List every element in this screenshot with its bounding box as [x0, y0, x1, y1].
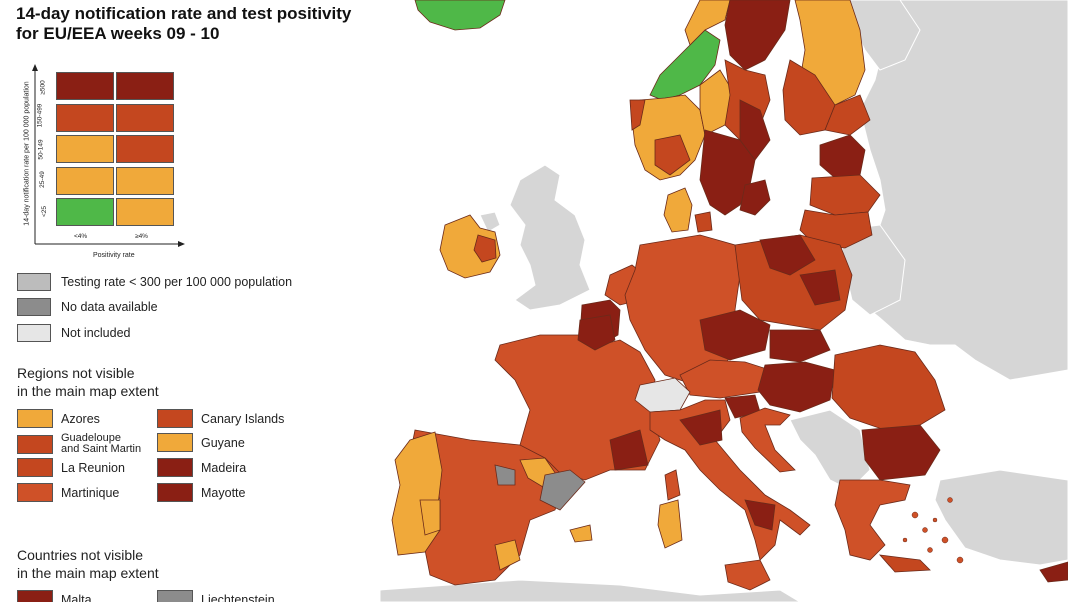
- matrix-x-axis-label: Positivity rate: [93, 252, 135, 259]
- lithuania[interactable]: [799, 209, 873, 249]
- legend-item-no-data: No data available: [17, 298, 158, 316]
- country-item-liechtenstein: Liechtenstein: [157, 590, 275, 602]
- region-label: Mayotte: [201, 485, 246, 500]
- region-item-guyane: Guyane: [157, 433, 245, 452]
- legend-label: Not included: [61, 326, 131, 340]
- ireland[interactable]: [439, 214, 501, 279]
- non-eu-land: [379, 0, 1068, 602]
- region-item-martinique: Martinique: [17, 483, 119, 502]
- region-swatch: [157, 409, 193, 428]
- romania: [831, 344, 946, 431]
- matrix-cell: [116, 135, 174, 163]
- countries-title-line2: in the main map extent: [17, 565, 159, 581]
- region-swatch: [17, 458, 53, 477]
- legend-item-testing-low: Testing rate < 300 per 100 000 populatio…: [17, 273, 292, 291]
- czechia: [699, 309, 771, 361]
- region-swatch: [17, 483, 53, 502]
- country-label: Malta: [61, 592, 92, 602]
- region-swatch: [17, 409, 53, 428]
- matrix-cell: [56, 103, 114, 132]
- slovakia: [769, 329, 831, 363]
- country-swatch: [157, 590, 193, 602]
- iceland[interactable]: [414, 0, 506, 31]
- country-item-malta: Malta: [17, 590, 92, 602]
- north-africa: [379, 579, 801, 602]
- region-label: Martinique: [61, 485, 120, 500]
- region-item-madeira: Madeira: [157, 458, 246, 477]
- great-britain: [509, 164, 591, 311]
- region-swatch: [157, 458, 193, 477]
- legend-swatch: [17, 324, 51, 342]
- hungary: [757, 361, 836, 413]
- region-label-line1: Guadeloupe: [61, 432, 121, 444]
- region-label: Guyane: [201, 435, 245, 450]
- legend-swatch: [17, 273, 51, 291]
- matrix-y-tick: 150-499: [36, 103, 44, 128]
- matrix-cell: [116, 198, 174, 226]
- matrix-cell: [56, 72, 114, 100]
- matrix-cell: [56, 166, 114, 195]
- north-land: [839, 0, 921, 71]
- matrix-y-axis-label: 14-day notification rate per 100 000 pop…: [23, 81, 31, 226]
- sweden[interactable]: [699, 0, 791, 216]
- corsica: [664, 469, 681, 501]
- countries-title-line1: Countries not visible: [17, 547, 144, 563]
- region-item-azores: Azores: [17, 409, 100, 428]
- region-label: Azores: [61, 411, 100, 426]
- matrix-axes: [32, 64, 185, 247]
- matrix-cell: [116, 103, 174, 132]
- aegean-islands: [902, 497, 964, 564]
- sardinia: [657, 499, 683, 549]
- matrix-y-tick: <25: [41, 205, 49, 218]
- region-swatch: [17, 434, 53, 454]
- matrix-cell: [56, 198, 114, 226]
- regions-title-line1: Regions not visible: [17, 365, 135, 381]
- matrix-cell: [116, 72, 174, 100]
- croatia: [739, 407, 796, 473]
- legend-label: Testing rate < 300 per 100 000 populatio…: [61, 275, 293, 289]
- balearic-islands: [569, 524, 593, 543]
- map-title-line2: for EU/EEA weeks 09 - 10: [16, 24, 220, 43]
- region-label-line2: and Saint Martin: [61, 443, 142, 455]
- map-title: 14-day notification rate and test positi…: [16, 4, 351, 44]
- legend-item-not-included: Not included: [17, 324, 131, 342]
- legend-label: No data available: [61, 300, 158, 314]
- matrix-y-tick: 50-149: [37, 139, 45, 160]
- matrix-y-tick: 25-49: [38, 171, 46, 188]
- regions-title-line2: in the main map extent: [17, 383, 159, 399]
- bulgaria: [861, 424, 941, 481]
- matrix-cell: [116, 166, 174, 195]
- sicily: [724, 559, 771, 591]
- countries-section-title: Countries not visible in the main map ex…: [17, 546, 159, 582]
- region-label: La Reunion: [61, 460, 125, 475]
- catalonia: [539, 469, 586, 511]
- matrix-x-tick: <4%: [74, 233, 88, 240]
- legend-swatch: [17, 298, 51, 316]
- regions-section-title: Regions not visible in the main map exte…: [17, 364, 159, 400]
- region-item-la-reunion: La Reunion: [17, 458, 125, 477]
- finland[interactable]: [782, 0, 871, 136]
- region-swatch: [157, 483, 193, 502]
- matrix-cell: [56, 135, 114, 163]
- matrix-x-tick: ≥4%: [135, 233, 148, 240]
- region-label: Guadeloupe and Saint Martin: [61, 433, 141, 455]
- matrix-y-tick: ≥500: [39, 80, 47, 95]
- region-swatch: [157, 433, 193, 452]
- turkey: [934, 469, 1068, 566]
- cyprus: [1039, 561, 1068, 583]
- greece: [834, 479, 911, 561]
- map-title-line1: 14-day notification rate and test positi…: [16, 4, 352, 23]
- northern-ireland: [479, 211, 501, 233]
- continental-eu[interactable]: [391, 234, 1068, 591]
- region-item-guadeloupe: Guadeloupe and Saint Martin: [17, 433, 141, 455]
- country-swatch: [17, 590, 53, 602]
- region-item-canary-islands: Canary Islands: [157, 409, 284, 428]
- denmark[interactable]: [663, 187, 713, 233]
- region-item-mayotte: Mayotte: [157, 483, 245, 502]
- region-label: Canary Islands: [201, 411, 285, 426]
- country-label: Liechtenstein: [201, 592, 275, 602]
- region-label: Madeira: [201, 460, 247, 475]
